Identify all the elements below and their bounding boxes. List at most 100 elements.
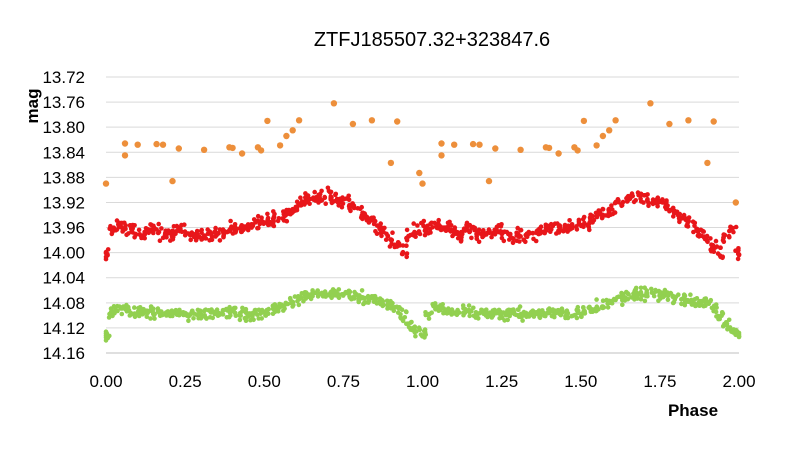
data-point bbox=[259, 215, 264, 220]
data-point bbox=[493, 311, 499, 316]
data-point bbox=[294, 207, 300, 213]
data-point bbox=[521, 237, 527, 242]
data-point bbox=[544, 223, 550, 229]
data-point bbox=[233, 305, 238, 311]
data-point bbox=[349, 204, 355, 209]
data-point bbox=[166, 228, 171, 233]
data-point bbox=[718, 313, 724, 318]
data-point bbox=[108, 309, 114, 315]
data-point bbox=[695, 233, 701, 238]
data-point bbox=[394, 118, 401, 125]
data-point bbox=[546, 307, 551, 312]
data-point bbox=[565, 315, 571, 321]
data-point bbox=[347, 289, 353, 295]
data-point bbox=[590, 220, 595, 225]
data-point bbox=[114, 227, 120, 232]
data-point bbox=[123, 223, 128, 228]
data-point bbox=[404, 227, 410, 233]
data-point bbox=[215, 231, 220, 236]
data-point bbox=[429, 220, 434, 226]
data-point bbox=[691, 229, 696, 235]
data-point bbox=[467, 229, 473, 234]
data-point bbox=[379, 228, 384, 233]
y-tick-label: 13.80 bbox=[42, 118, 85, 137]
data-point bbox=[245, 223, 251, 228]
data-point bbox=[209, 234, 215, 239]
data-point bbox=[403, 309, 409, 314]
data-point bbox=[438, 227, 444, 233]
data-point bbox=[611, 297, 617, 302]
data-point bbox=[139, 307, 144, 312]
data-point bbox=[576, 217, 582, 223]
data-point bbox=[619, 202, 624, 207]
data-point bbox=[620, 295, 626, 301]
data-point bbox=[555, 307, 561, 313]
y-tick-label: 14.08 bbox=[42, 294, 85, 313]
data-point bbox=[289, 127, 296, 134]
data-point bbox=[323, 201, 329, 206]
x-tick-label: 0.50 bbox=[248, 372, 281, 391]
data-point bbox=[298, 195, 303, 200]
data-point bbox=[259, 219, 265, 225]
data-point bbox=[349, 120, 357, 128]
data-point bbox=[536, 308, 542, 313]
data-point bbox=[379, 233, 384, 239]
data-point bbox=[281, 218, 287, 223]
series-3-points bbox=[103, 285, 742, 343]
data-point bbox=[581, 305, 586, 310]
data-point bbox=[449, 312, 454, 317]
data-point bbox=[451, 141, 458, 148]
data-point bbox=[537, 315, 543, 321]
data-point bbox=[411, 221, 417, 226]
data-point bbox=[229, 144, 236, 152]
data-point bbox=[195, 232, 200, 237]
data-point bbox=[336, 295, 342, 301]
data-point bbox=[136, 227, 142, 233]
data-point bbox=[196, 315, 201, 321]
data-point bbox=[620, 302, 625, 308]
data-point bbox=[156, 229, 162, 235]
data-point bbox=[156, 221, 161, 227]
data-point bbox=[349, 296, 354, 302]
y-tick-labels: 13.72 13.76 13.80 13.84 13.88 13.92 13.96 14.00… bbox=[42, 68, 85, 363]
data-point bbox=[671, 214, 676, 219]
data-point bbox=[610, 207, 615, 212]
data-point bbox=[342, 291, 347, 297]
data-point bbox=[660, 200, 665, 205]
data-point bbox=[152, 316, 157, 321]
data-point bbox=[284, 207, 289, 213]
data-point bbox=[557, 311, 562, 317]
data-point bbox=[210, 315, 215, 321]
data-point bbox=[638, 289, 644, 295]
data-point bbox=[168, 238, 173, 243]
data-point bbox=[329, 289, 335, 294]
data-point bbox=[248, 317, 253, 323]
data-point bbox=[730, 226, 735, 232]
data-point bbox=[333, 192, 338, 198]
data-point bbox=[295, 117, 303, 124]
data-point bbox=[374, 301, 380, 306]
data-point bbox=[179, 229, 185, 235]
data-point bbox=[421, 333, 426, 338]
data-point bbox=[634, 290, 640, 296]
data-point bbox=[517, 239, 522, 244]
data-point bbox=[110, 313, 115, 319]
data-point bbox=[733, 248, 738, 253]
data-point bbox=[714, 305, 719, 310]
x-tick-label: 1.50 bbox=[564, 372, 597, 391]
data-point bbox=[415, 223, 420, 228]
data-point bbox=[550, 222, 555, 228]
data-point bbox=[692, 223, 697, 229]
data-point bbox=[404, 251, 410, 256]
data-point bbox=[629, 193, 634, 199]
data-point bbox=[253, 220, 258, 225]
data-point bbox=[612, 117, 619, 124]
data-point bbox=[444, 311, 450, 316]
data-point bbox=[516, 307, 521, 313]
data-point bbox=[209, 237, 215, 243]
data-point bbox=[390, 230, 395, 235]
x-tick-labels: 0.00 0.25 0.50 0.75 1.00 1.25 1.50 1.75 2.00 bbox=[89, 372, 755, 391]
data-point bbox=[416, 169, 423, 177]
data-point bbox=[404, 235, 409, 241]
data-point bbox=[492, 231, 497, 236]
